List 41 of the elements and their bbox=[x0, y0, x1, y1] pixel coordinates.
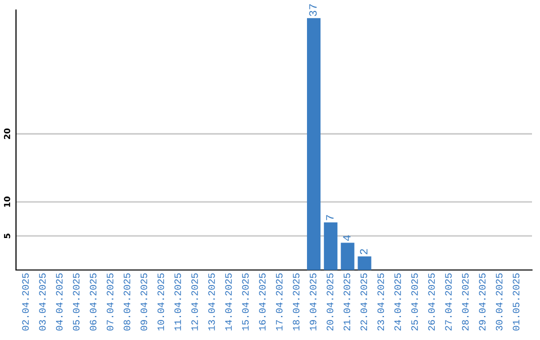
x-tick-label: 01.05.2025 bbox=[512, 273, 520, 331]
x-tick-label: 30.04.2025 bbox=[496, 273, 502, 331]
bar bbox=[340, 242, 354, 270]
x-tick-label: 21.04.2025 bbox=[344, 273, 350, 330]
bar bbox=[358, 256, 372, 270]
x-tick-label: 06.04.2025 bbox=[90, 273, 96, 331]
x-tick-label: 24.04.2025 bbox=[394, 273, 401, 330]
y-tick-label: 10 bbox=[4, 196, 10, 207]
x-tick-label: 22.04.2025 bbox=[360, 273, 368, 330]
data-label: 37 bbox=[309, 4, 317, 16]
x-tick-label: 05.04.2025 bbox=[72, 273, 80, 331]
x-tick-label: 10.04.2025 bbox=[158, 273, 164, 330]
x-tick-label: 13.04.2025 bbox=[208, 273, 215, 330]
x-tick-label: 12.04.2025 bbox=[191, 273, 198, 330]
y-tick-label: 5 bbox=[4, 234, 10, 238]
x-tick-label: 18.04.2025 bbox=[292, 273, 300, 330]
x-tick-label: 28.04.2025 bbox=[462, 273, 469, 330]
x-tick-label: 11.04.2025 bbox=[174, 273, 182, 330]
x-tick-label: 14.04.2025 bbox=[225, 273, 232, 330]
x-tick-label: 04.04.2025 bbox=[56, 273, 63, 331]
data-label: 7 bbox=[326, 215, 334, 220]
x-tick-label: 07.04.2025 bbox=[106, 273, 114, 331]
x-tick-label: 02.04.2025 bbox=[22, 273, 29, 331]
x-tick-label: 17.04.2025 bbox=[276, 273, 283, 330]
x-tick-label: 25.04.2025 bbox=[411, 273, 418, 330]
x-tick-label: 29.04.2025 bbox=[478, 273, 486, 330]
y-tick-label: 20 bbox=[4, 128, 10, 140]
x-tick-label: 26.04.2025 bbox=[428, 273, 435, 330]
data-label: 2 bbox=[360, 249, 368, 254]
x-tick-label: 15.04.2025 bbox=[242, 273, 249, 330]
x-tick-label: 09.04.2025 bbox=[140, 273, 148, 331]
data-label: 4 bbox=[343, 235, 350, 241]
x-tick-label: 23.04.2025 bbox=[377, 273, 384, 330]
x-tick-label: 27.04.2025 bbox=[445, 273, 452, 330]
x-tick-label: 20.04.2025 bbox=[326, 273, 334, 330]
x-tick-label: 16.04.2025 bbox=[259, 273, 266, 330]
x-tick-label: 08.04.2025 bbox=[124, 273, 130, 331]
x-tick-label: 03.04.2025 bbox=[39, 273, 46, 331]
bar bbox=[306, 18, 321, 270]
bar bbox=[324, 222, 338, 270]
x-tick-label: 19.04.2025 bbox=[310, 273, 316, 330]
